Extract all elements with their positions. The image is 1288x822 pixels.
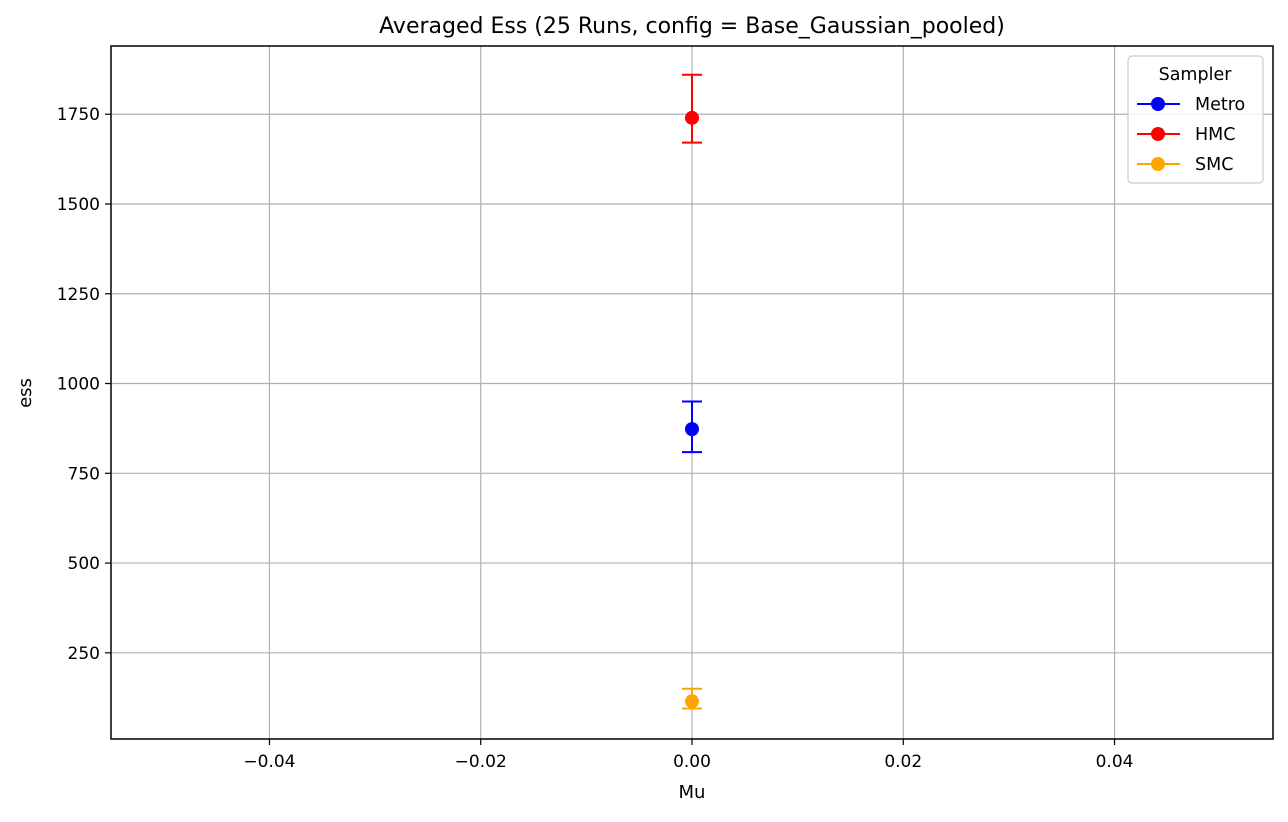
legend-marker [1151, 157, 1165, 171]
x-axis-label: Mu [679, 782, 706, 803]
x-tick-label: −0.04 [243, 752, 295, 772]
y-tick-label: 1500 [57, 195, 100, 215]
data-point [685, 422, 699, 437]
series-smc [682, 687, 702, 710]
series-hmc [682, 73, 702, 144]
legend-label: SMC [1195, 155, 1233, 175]
series-metro [682, 400, 702, 454]
legend: Sampler Metro HMC SMC [1127, 55, 1264, 184]
legend-label: HMC [1195, 125, 1235, 145]
y-tick-label: 1750 [57, 105, 100, 125]
data-point [685, 694, 699, 709]
legend-item-metro: Metro [1137, 95, 1245, 115]
chart-title: Averaged Ess (25 Runs, config = Base_Gau… [379, 14, 1005, 39]
legend-item-hmc: HMC [1137, 125, 1235, 145]
legend-marker [1151, 127, 1165, 141]
y-tick-label: 1000 [57, 375, 100, 395]
x-tick-label: 0.02 [884, 752, 922, 772]
legend-label: Metro [1195, 95, 1245, 115]
grid-lines [111, 46, 1273, 739]
x-tick-label: 0.00 [673, 752, 711, 772]
legend-title: Sampler [1159, 65, 1233, 85]
axis-ticks: −0.04 −0.02 0.00 0.02 0.04 250 500 750 1000 1250 1… [57, 105, 1134, 772]
data-series [682, 73, 702, 710]
y-tick-label: 750 [68, 464, 100, 484]
legend-item-smc: SMC [1137, 155, 1233, 175]
legend-marker [1151, 97, 1165, 111]
legend-box [1127, 55, 1264, 184]
y-tick-label: 1250 [57, 285, 100, 305]
y-axis-label: ess [15, 378, 36, 408]
x-tick-label: −0.02 [455, 752, 507, 772]
y-tick-label: 250 [68, 644, 100, 664]
y-tick-label: 500 [68, 554, 100, 574]
x-tick-label: 0.04 [1096, 752, 1134, 772]
data-point [685, 110, 699, 125]
